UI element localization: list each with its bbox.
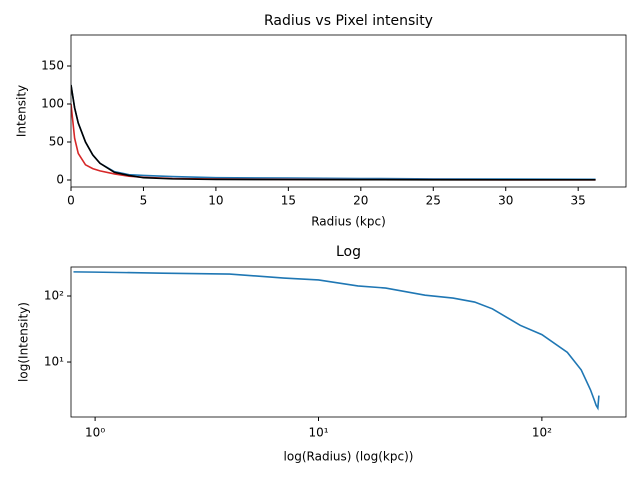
chart-title: Log [336, 244, 361, 260]
y-tick-label: 50 [49, 135, 64, 149]
x-tick-label: 10¹ [308, 426, 328, 440]
x-axis-label: log(Radius) (log(kpc)) [284, 450, 414, 464]
x-tick-label: 5 [140, 194, 148, 208]
x-tick-label: 10 [208, 194, 223, 208]
series-line [71, 84, 596, 181]
y-axis-label: log(Intensity) [17, 302, 31, 382]
x-tick-label: 0 [67, 194, 75, 208]
x-tick-label: 35 [571, 194, 586, 208]
y-axis-label: Intensity [15, 85, 29, 137]
x-tick-label: 30 [498, 194, 513, 208]
x-tick-label: 20 [353, 194, 368, 208]
x-tick-label: 10⁰ [85, 426, 105, 440]
y-tick-label: 10¹ [44, 355, 64, 369]
chart-title: Radius vs Pixel intensity [264, 13, 433, 29]
x-tick-label: 25 [426, 194, 441, 208]
y-tick-label: 0 [56, 173, 64, 187]
x-tick-label: 15 [281, 194, 296, 208]
x-tick-label: 10² [532, 426, 552, 440]
y-tick-label: 10² [44, 289, 64, 303]
y-tick-label: 150 [41, 59, 64, 73]
axes-frame [70, 266, 627, 418]
y-tick-label: 100 [41, 97, 64, 111]
series-line [73, 271, 600, 411]
axes-frame [70, 34, 627, 188]
x-axis-label: Radius (kpc) [311, 215, 386, 229]
series-line [71, 103, 596, 181]
series-line [71, 84, 596, 181]
